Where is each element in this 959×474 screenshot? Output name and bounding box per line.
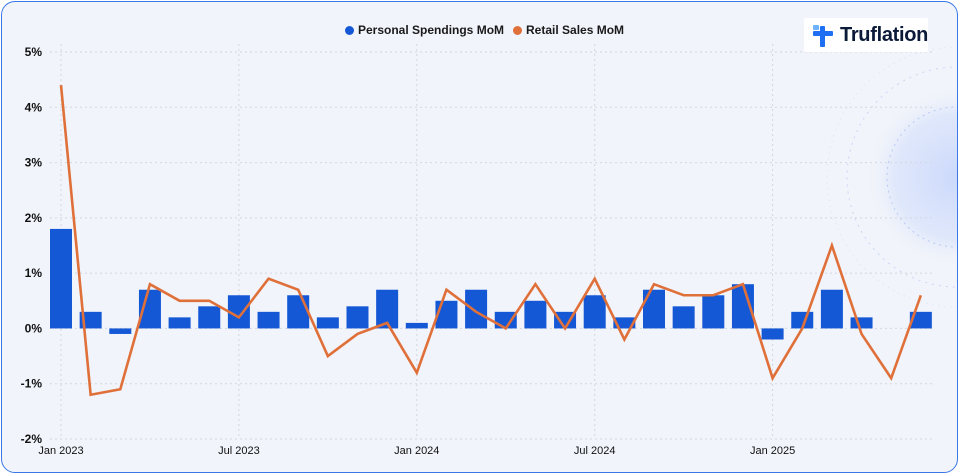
y-tick-label: 1% [25, 266, 43, 280]
series-personal-spendings [50, 228, 932, 340]
bar-personal-spendings[interactable] [731, 284, 754, 329]
legend-item-retail-sales[interactable]: Retail Sales MoM [513, 23, 624, 37]
legend: Personal Spendings MoM Retail Sales MoM [345, 23, 633, 37]
bar-personal-spendings[interactable] [50, 228, 72, 329]
bar-personal-spendings[interactable] [198, 306, 221, 329]
bar-personal-spendings[interactable] [405, 322, 428, 329]
x-axis: Jan 2023 Jul 2023 Jan 2024 Jul 2024 Jan 2025 [38, 445, 795, 457]
y-tick-label: -2% [21, 432, 43, 446]
legend-label: Retail Sales MoM [526, 23, 625, 37]
line-retail-sales[interactable] [59, 85, 923, 397]
y-tick-label: 0% [25, 321, 43, 335]
bar-personal-spendings[interactable] [376, 289, 399, 329]
x-tick-label: Jan 2025 [750, 445, 795, 457]
y-tick-label: 2% [25, 211, 43, 225]
y-tick-label: 5% [25, 45, 43, 59]
bar-personal-spendings[interactable] [465, 289, 488, 329]
y-axis: -2% -1% 0% 1% 2% 3% 4% 5% [21, 45, 43, 446]
x-tick-label: Jul 2023 [218, 445, 260, 457]
bar-personal-spendings[interactable] [643, 289, 665, 329]
bar-personal-spendings[interactable] [909, 311, 932, 329]
brand-logo: Truflation [804, 18, 928, 52]
series-retail-sales [59, 85, 923, 397]
globe-decoration [826, 46, 957, 308]
y-tick-label: -1% [21, 377, 43, 391]
bar-personal-spendings[interactable] [346, 306, 369, 329]
grid [50, 44, 935, 440]
legend-dot-icon [345, 25, 354, 35]
bar-personal-spendings[interactable] [109, 328, 132, 334]
bar-personal-spendings[interactable] [820, 289, 843, 329]
legend-dot-icon [513, 25, 523, 35]
legend-label: Personal Spendings MoM [358, 23, 505, 37]
bar-personal-spendings[interactable] [168, 317, 191, 329]
y-tick-label: 3% [25, 156, 43, 170]
bar-personal-spendings[interactable] [316, 317, 339, 329]
bar-personal-spendings[interactable] [702, 295, 725, 329]
bar-personal-spendings[interactable] [524, 300, 547, 329]
y-tick-label: 4% [25, 100, 43, 114]
bar-personal-spendings[interactable] [850, 317, 873, 329]
bar-personal-spendings[interactable] [583, 295, 606, 329]
bar-personal-spendings[interactable] [287, 295, 310, 329]
legend-item-personal-spendings[interactable]: Personal Spendings MoM [345, 23, 504, 37]
bar-personal-spendings[interactable] [257, 311, 280, 329]
bar-personal-spendings[interactable] [227, 295, 250, 329]
x-tick-label: Jul 2024 [574, 445, 616, 457]
bar-personal-spendings[interactable] [672, 306, 695, 329]
bar-personal-spendings[interactable] [554, 311, 577, 329]
truflation-logo-icon [813, 25, 833, 47]
bar-personal-spendings[interactable] [613, 317, 636, 329]
bar-personal-spendings[interactable] [761, 328, 784, 340]
x-tick-label: Jan 2023 [38, 445, 83, 457]
brand-name: Truflation [840, 24, 929, 46]
x-tick-label: Jan 2024 [394, 445, 439, 457]
bar-personal-spendings[interactable] [494, 311, 517, 329]
